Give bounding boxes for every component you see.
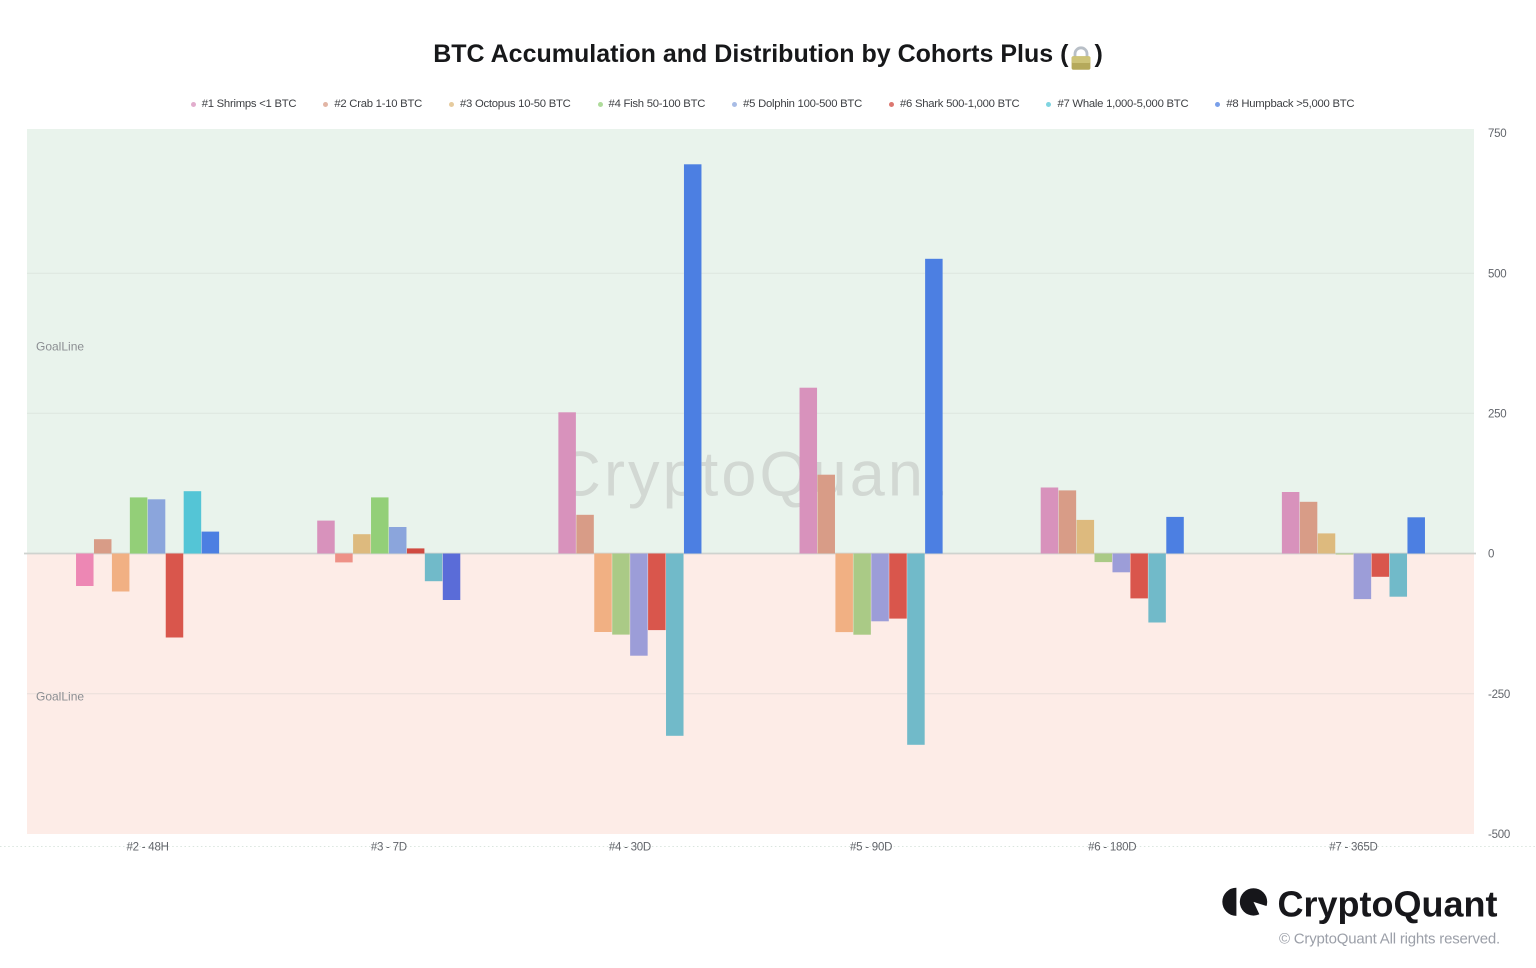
svg-text:GoalLine: GoalLine [36, 690, 84, 704]
svg-text:0: 0 [1488, 549, 1494, 561]
svg-text:#3 - 7D: #3 - 7D [371, 842, 407, 854]
svg-text:GoalLine: GoalLine [36, 340, 84, 354]
svg-text:CryptoQuant: CryptoQuant [555, 440, 946, 510]
svg-text:#7 - 365D: #7 - 365D [1329, 842, 1377, 854]
svg-text:CryptoQuant: CryptoQuant [1278, 884, 1498, 925]
svg-text:© CryptoQuant All rights reser: © CryptoQuant All rights reserved. [1279, 931, 1500, 948]
svg-text:-500: -500 [1488, 829, 1510, 841]
svg-text:#6 - 180D: #6 - 180D [1088, 842, 1136, 854]
svg-text:#5 - 90D: #5 - 90D [850, 842, 892, 854]
svg-text:-250: -250 [1488, 689, 1510, 701]
svg-text:#2 - 48H: #2 - 48H [127, 842, 169, 854]
svg-text:250: 250 [1488, 408, 1506, 420]
svg-text:#4 - 30D: #4 - 30D [609, 842, 651, 854]
svg-text:750: 750 [1488, 128, 1506, 140]
svg-text:500: 500 [1488, 268, 1506, 280]
